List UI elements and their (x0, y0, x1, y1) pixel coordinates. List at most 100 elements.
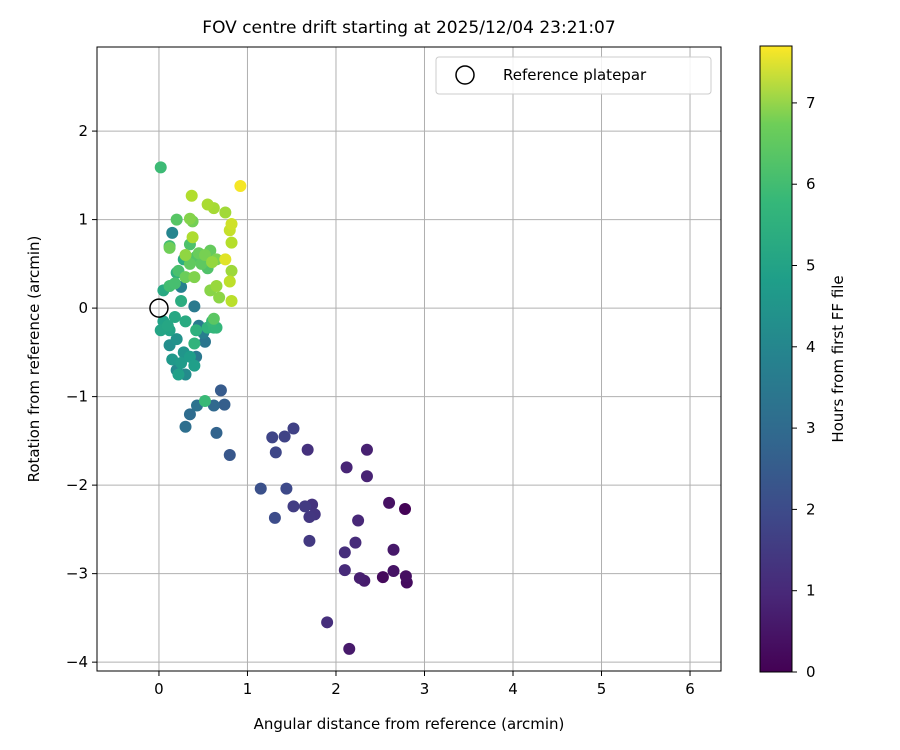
data-point (383, 496, 396, 509)
data-point (338, 564, 351, 577)
colorbar-tick-label: 3 (806, 419, 816, 437)
data-point (213, 291, 226, 304)
data-point (207, 399, 220, 412)
data-point (352, 514, 365, 527)
data-point (287, 500, 300, 513)
data-point (287, 422, 300, 435)
colorbar-tick-label: 6 (806, 175, 816, 193)
data-point (360, 443, 373, 456)
colorbar-label: Hours from first FF file (829, 275, 847, 442)
colorbar: 0 1 2 3 4 5 6 7 Hours from first FF file (759, 45, 847, 681)
data-point (223, 275, 236, 288)
x-tick-label: 4 (508, 680, 518, 698)
data-point (303, 534, 316, 547)
data-point (168, 277, 181, 290)
data-point (201, 198, 214, 211)
y-tick-label: −2 (66, 476, 88, 494)
legend-box (435, 56, 712, 95)
legend-label-reference-platepar: Reference platepar (503, 66, 647, 84)
data-point (188, 337, 201, 350)
data-point (172, 368, 185, 381)
data-point (349, 536, 362, 549)
data-point (161, 319, 174, 332)
data-point (225, 264, 238, 277)
data-point (301, 443, 314, 456)
data-point (188, 300, 201, 313)
data-point (210, 279, 223, 292)
data-point (183, 408, 196, 421)
data-point (340, 461, 353, 474)
x-tick-label: 0 (154, 680, 164, 698)
data-point (254, 482, 267, 495)
data-point (154, 161, 167, 174)
data-point (163, 241, 176, 254)
y-tick-label: 2 (78, 122, 88, 140)
data-point (170, 213, 183, 226)
y-tick-label: 1 (78, 211, 88, 229)
chart-title: FOV centre drift starting at 2025/12/04 … (202, 18, 615, 38)
y-axis-label: Rotation from reference (arcmin) (25, 236, 43, 483)
data-point (278, 430, 291, 443)
y-tick-label: −4 (66, 653, 88, 671)
data-point (234, 179, 247, 192)
data-point (269, 446, 282, 459)
data-point (360, 470, 373, 483)
scatter-points (154, 161, 413, 655)
data-point (321, 616, 334, 629)
data-point (206, 256, 219, 269)
data-point (343, 642, 356, 655)
colorbar-tick-label: 1 (806, 582, 816, 600)
data-point (225, 218, 238, 231)
x-tick-label: 2 (331, 680, 341, 698)
data-point (338, 546, 351, 559)
data-point (207, 312, 220, 325)
plot-frame (96, 46, 722, 672)
data-point (399, 503, 412, 516)
data-point (280, 482, 293, 495)
x-tick-label: 5 (597, 680, 607, 698)
data-point (219, 206, 232, 219)
data-point (175, 356, 188, 369)
colorbar-ticks: 0 1 2 3 4 5 6 7 (792, 94, 816, 681)
data-point (268, 511, 281, 524)
data-point (166, 226, 179, 239)
data-point (399, 570, 412, 583)
data-point (183, 257, 196, 270)
data-point (210, 426, 223, 439)
data-point (303, 510, 316, 523)
data-point (219, 253, 232, 266)
data-point (168, 310, 181, 323)
y-axis-ticks: −4 −3 −2 −1 0 1 2 (66, 122, 97, 671)
x-axis-ticks: 0 1 2 3 4 5 6 (154, 671, 695, 698)
data-point (190, 324, 203, 337)
legend-reference-marker (455, 65, 475, 85)
y-tick-label: 0 (78, 299, 88, 317)
grid-lines (97, 47, 721, 671)
data-point (188, 271, 201, 284)
x-tick-label: 1 (243, 680, 253, 698)
colorbar-tick-label: 0 (806, 663, 816, 681)
x-tick-label: 3 (420, 680, 430, 698)
data-point (223, 449, 236, 462)
colorbar-gradient (759, 45, 793, 673)
data-point (179, 315, 192, 328)
data-point (376, 571, 389, 584)
reference-platepar-marker (149, 298, 169, 318)
data-point (214, 384, 227, 397)
colorbar-tick-label: 7 (806, 94, 816, 112)
data-point (225, 236, 238, 249)
data-point (353, 572, 366, 585)
y-tick-label: −1 (66, 388, 88, 406)
data-point (198, 395, 211, 408)
data-point (179, 420, 192, 433)
data-point (186, 231, 199, 244)
data-point (175, 295, 188, 308)
colorbar-tick-label: 2 (806, 500, 816, 518)
legend: Reference platepar (435, 56, 712, 95)
data-point (387, 564, 400, 577)
data-point (179, 271, 192, 284)
data-point (225, 295, 238, 308)
y-tick-label: −3 (66, 565, 88, 583)
data-point (179, 249, 192, 261)
